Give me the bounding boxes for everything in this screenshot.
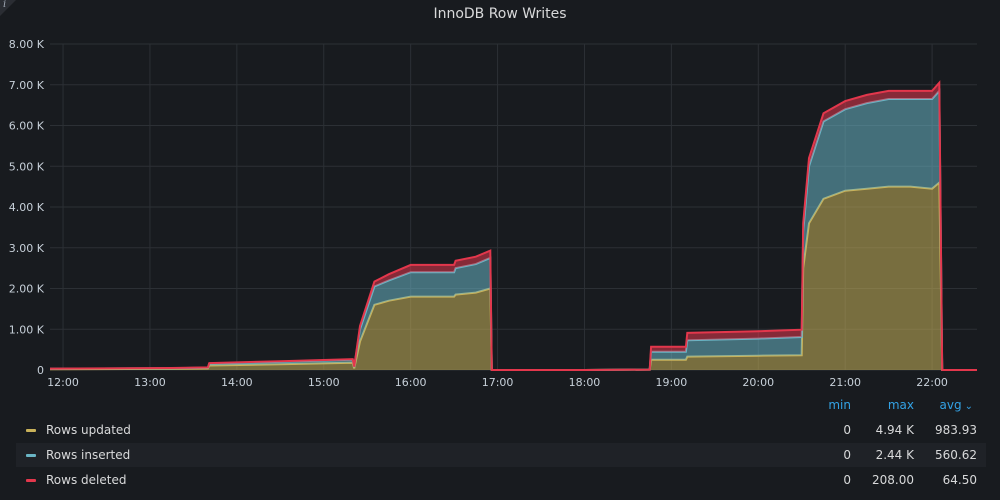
x-tick-label: 19:00 — [656, 376, 688, 389]
legend-min-value: 0 — [843, 423, 851, 437]
legend-series-name[interactable]: Rows inserted — [46, 448, 131, 462]
legend-series-name[interactable]: Rows deleted — [46, 473, 127, 487]
y-tick-label: 0 — [37, 364, 44, 377]
y-tick-label: 4.00 K — [9, 201, 45, 214]
x-tick-label: 15:00 — [308, 376, 340, 389]
y-tick-label: 5.00 K — [9, 160, 45, 173]
legend-max-value: 2.44 K — [875, 448, 914, 462]
y-tick-label: 8.00 K — [9, 38, 45, 51]
series-area-rows-updated — [50, 182, 977, 370]
x-tick-label: 21:00 — [829, 376, 861, 389]
legend-max-value: 208.00 — [872, 473, 914, 487]
legend-color-swatch[interactable] — [26, 479, 36, 482]
series-line-rows-deleted — [49, 80, 977, 371]
row-writes-chart: 0 1.00 K 2.00 K 3.00 K 4.00 K 5.00 K 6.00 K 7.0… — [9, 38, 977, 389]
x-tick-label: 18:00 — [569, 376, 601, 389]
series-area-rows-inserted — [50, 90, 977, 371]
legend-avg-value: 983.93 — [935, 423, 977, 437]
legend-header-min[interactable]: min — [828, 398, 851, 412]
x-tick-label: 22:00 — [916, 376, 948, 389]
chart-areas — [49, 80, 977, 371]
x-tick-label: 17:00 — [482, 376, 514, 389]
x-axis-ticks: 12:00 13:00 14:00 15:00 16:00 17:00 18:00 19:00… — [47, 376, 948, 389]
legend-row[interactable]: Rows inserted 0 2.44 K 560.62 — [16, 443, 986, 467]
y-tick-label: 6.00 K — [9, 120, 45, 133]
legend-min-value: 0 — [843, 448, 851, 462]
legend-series-name[interactable]: Rows updated — [46, 423, 131, 437]
y-tick-label: 7.00 K — [9, 79, 45, 92]
y-tick-label: 1.00 K — [9, 323, 45, 336]
sort-desc-icon: ⌄ — [964, 401, 973, 412]
y-tick-label: 3.00 K — [9, 242, 45, 255]
x-tick-label: 14:00 — [221, 376, 253, 389]
legend-max-value: 4.94 K — [875, 423, 914, 437]
x-tick-label: 20:00 — [742, 376, 774, 389]
legend-color-swatch[interactable] — [26, 454, 36, 457]
legend-header-max[interactable]: max — [887, 398, 914, 412]
legend-min-value: 0 — [843, 473, 851, 487]
legend-row[interactable]: Rows deleted 0 208.00 64.50 — [16, 468, 986, 492]
legend-header-avg[interactable]: avg ⌄ — [939, 398, 973, 412]
legend-avg-value: 64.50 — [942, 473, 977, 487]
legend-row[interactable]: Rows updated 0 4.94 K 983.93 — [16, 418, 986, 442]
panel-title: InnoDB Row Writes — [433, 6, 567, 22]
legend-avg-value: 560.62 — [935, 448, 977, 462]
y-axis-ticks: 0 1.00 K 2.00 K 3.00 K 4.00 K 5.00 K 6.00 K 7.0… — [9, 38, 45, 377]
x-tick-label: 16:00 — [395, 376, 427, 389]
y-tick-label: 2.00 K — [9, 283, 45, 296]
legend-color-swatch[interactable] — [26, 429, 36, 432]
x-tick-label: 13:00 — [134, 376, 166, 389]
x-tick-label: 12:00 — [47, 376, 79, 389]
